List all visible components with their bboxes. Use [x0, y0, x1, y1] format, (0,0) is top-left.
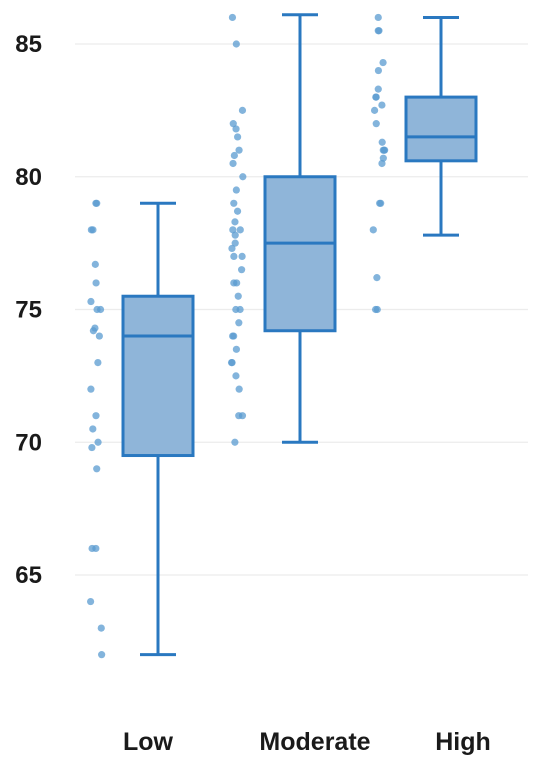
point-high-11 [378, 138, 386, 146]
point-low-12 [94, 359, 102, 367]
y-tick-label-70: 70 [15, 429, 42, 456]
point-low-6 [87, 297, 95, 306]
point-moderate-6 [235, 146, 243, 154]
point-high-2 [374, 27, 382, 35]
x-axis: Low Moderate High [123, 728, 491, 756]
point-low-21 [87, 597, 95, 606]
point-moderate-16 [231, 231, 239, 239]
x-category-label-high: High [435, 728, 491, 756]
box-low [121, 294, 195, 458]
point-moderate-2 [238, 106, 247, 114]
point-low-18 [93, 465, 101, 473]
point-moderate-23 [230, 279, 238, 287]
point-low-10 [89, 327, 98, 335]
point-moderate-37 [231, 438, 239, 446]
box-high [404, 95, 478, 163]
point-low-14 [92, 412, 100, 420]
point-high-5 [374, 85, 382, 93]
point-moderate-10 [232, 186, 240, 194]
point-low-20 [88, 544, 96, 553]
point-moderate-12 [233, 207, 242, 215]
point-high-9 [370, 106, 379, 114]
point-moderate-32 [227, 359, 236, 367]
point-moderate-29 [230, 332, 238, 340]
point-high-19 [369, 226, 377, 234]
point-low-5 [92, 279, 100, 287]
point-high-20 [373, 274, 381, 282]
point-moderate-13 [231, 218, 239, 226]
y-tick-label-75: 75 [15, 297, 42, 324]
point-moderate-3 [229, 120, 237, 128]
point-moderate-24 [234, 292, 242, 300]
point-high-10 [372, 120, 380, 128]
point-high-18 [376, 199, 384, 207]
point-high-3 [379, 58, 387, 67]
point-low-16 [94, 438, 102, 446]
point-moderate-21 [238, 266, 246, 274]
point-low-11 [95, 332, 103, 340]
point-low-15 [89, 425, 97, 433]
point-moderate-0 [228, 13, 237, 22]
point-low-1 [93, 199, 101, 207]
y-axis: 65 70 75 80 85 [15, 31, 42, 589]
point-high-22 [371, 305, 380, 314]
scatter-points [87, 13, 389, 659]
point-low-17 [88, 443, 96, 452]
point-moderate-27 [235, 319, 243, 327]
point-low-22 [97, 624, 105, 632]
point-moderate-1 [232, 40, 240, 48]
point-moderate-36 [238, 412, 247, 420]
point-moderate-20 [230, 252, 238, 260]
point-low-4 [91, 260, 99, 268]
point-high-7 [372, 93, 380, 101]
point-moderate-9 [239, 173, 247, 181]
point-moderate-5 [234, 133, 242, 141]
y-tick-label-80: 80 [15, 164, 42, 191]
point-moderate-26 [236, 305, 244, 314]
point-high-0 [374, 13, 382, 22]
boxes [121, 13, 478, 657]
point-moderate-30 [232, 345, 241, 353]
y-tick-label-85: 85 [15, 31, 42, 58]
point-moderate-11 [230, 199, 238, 207]
point-high-8 [378, 101, 386, 109]
point-low-13 [87, 385, 95, 393]
x-category-label-low: Low [123, 728, 174, 756]
point-low-8 [93, 305, 101, 314]
x-category-label-moderate: Moderate [259, 728, 370, 756]
point-moderate-15 [236, 226, 244, 234]
point-moderate-19 [238, 252, 246, 260]
point-moderate-4 [232, 125, 240, 133]
box-moderate [263, 175, 337, 333]
point-moderate-34 [235, 385, 243, 393]
point-low-23 [98, 651, 106, 659]
point-high-4 [374, 66, 383, 75]
point-moderate-33 [232, 372, 240, 380]
point-moderate-8 [229, 159, 237, 168]
y-tick-label-65: 65 [15, 562, 42, 589]
point-high-16 [378, 159, 386, 168]
point-high-14 [380, 146, 388, 154]
point-low-3 [89, 226, 97, 234]
point-moderate-18 [228, 244, 236, 253]
point-moderate-17 [231, 239, 239, 247]
point-moderate-7 [230, 151, 238, 160]
